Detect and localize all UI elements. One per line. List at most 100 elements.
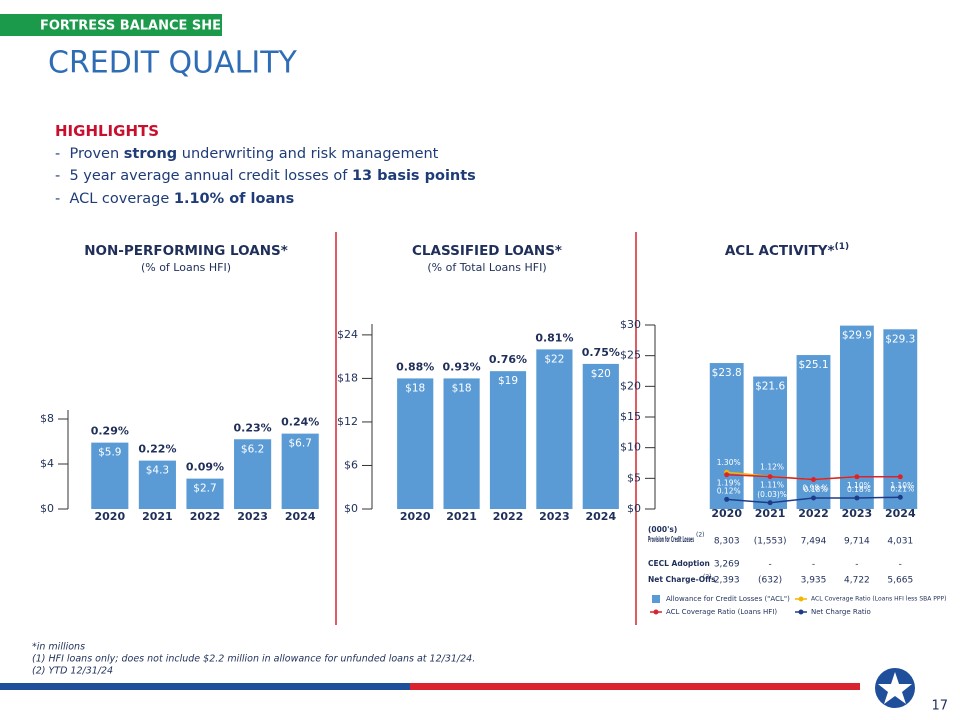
x-tick-label: 2021 [755,507,786,520]
footnote: *in millions [32,642,85,653]
y-tick-label: $30 [620,318,641,331]
y-tick-label: $10 [620,441,641,454]
stripe [410,683,860,690]
bar [753,376,788,509]
chart-title: CLASSIFIED LOANS* [412,243,562,259]
line-value-label: 0.18% [804,485,828,494]
bar [489,371,527,509]
bar-value-label: $23.8 [712,367,742,379]
logo-star [878,672,912,704]
line-value-label: 1.19% [717,479,741,488]
highlight-text: - ACL coverage [55,190,174,207]
table-cell: - [855,560,858,570]
table-cell: - [899,560,902,570]
y-tick-label: $6 [344,458,358,471]
chart-title-note: (1) [835,242,850,252]
line-value-label: 1.30% [717,458,741,467]
line-value-label: 0.21% [890,484,914,493]
ratio-label: 0.24% [281,416,319,429]
table-cell: 7,494 [801,537,827,547]
highlight-text: 1.10% of loans [173,190,295,207]
ratio-label: 0.09% [186,461,224,474]
bar-value-label: $2.7 [193,483,216,495]
ratio-label: 0.88% [396,360,434,373]
y-tick-label: $4 [40,457,54,470]
y-tick-label: $18 [337,371,358,384]
line-point [897,494,903,500]
bar-value-label: $4.3 [146,465,169,477]
bar [234,439,272,509]
row-label: Provision for Credit Losses [648,535,694,544]
legend-label: Allowance for Credit Losses ("ACL") [666,595,790,603]
line-value-label: (0.03)% [757,490,787,499]
legend-label: Net Charge Ratio [811,608,871,616]
row-note: (2) [703,574,712,581]
x-tick-label: 2022 [798,507,829,520]
line-point [854,495,860,501]
bar [138,460,176,509]
header-tag: FORTRESS BALANCE SHEET [40,19,239,34]
table-cell: 9,714 [844,537,870,547]
ratio-label: 0.81% [535,331,573,344]
row-note: (2) [696,532,705,539]
y-tick-label: $0 [627,502,641,515]
highlight-item: - 5 year average annual credit losses of… [55,165,476,188]
line-point [724,496,730,502]
bar [91,442,129,509]
line-value-label: 1.12% [760,462,784,471]
table-cell: 3,269 [714,560,740,570]
highlight-text: 13 basis points [351,168,476,184]
table-cell: 5,665 [887,576,913,586]
line-point [811,495,816,501]
line-point [811,477,816,483]
table-cell: 3,935 [801,576,827,586]
ratio-label: 0.29% [91,425,129,438]
legend-swatch [653,609,659,615]
line-value-label: 0.18% [847,485,871,494]
y-tick-label: $24 [337,328,358,341]
stripe [0,683,410,690]
ratio-label: 0.23% [234,421,272,434]
bar [709,363,744,509]
legend-label: ACL Coverage Ratio (Loans HFI) [666,608,777,616]
highlight-text: strong [123,145,178,162]
table-cell: 2,393 [714,576,740,586]
slide-title: CREDIT QUALITY [48,46,298,81]
x-tick-label: 2023 [539,510,570,523]
bar [281,433,319,509]
x-tick-label: 2021 [142,510,173,523]
line-point [897,474,903,480]
bar [536,349,573,509]
legend-swatch [652,595,660,603]
x-tick-label: 2021 [446,510,477,523]
line-value-label: 1.11% [760,481,784,490]
bar [582,363,619,509]
legend-label: ACL Coverage Ratio (Loans HFI less SBA P… [811,596,946,603]
chart-title-text: ACL ACTIVITY* [725,243,835,259]
table-cell: - [768,560,771,570]
x-tick-label: 2023 [237,510,268,523]
ratio-label: 0.75% [582,346,620,359]
x-tick-label: 2022 [493,510,524,523]
y-tick-label: $12 [337,415,358,428]
y-tick-label: $25 [620,349,641,362]
line-point [854,474,860,480]
y-tick-label: $15 [620,410,641,423]
bar [443,378,480,509]
highlight-text: - Proven [55,145,124,162]
bar-value-label: $19 [498,375,518,387]
chart-subtitle: (% of Loans HFI) [141,261,231,274]
ratio-label: 0.93% [443,360,481,373]
header-tag-bg [0,14,222,36]
footnote: (2) YTD 12/31/24 [32,666,113,677]
y-tick-label: $8 [40,412,54,425]
highlights-heading: HIGHLIGHTS [55,122,160,140]
bar-value-label: $18 [452,382,472,394]
table-cell: 4,031 [887,537,913,547]
table-cell: 4,722 [844,576,870,586]
highlight-item: - Proven strong underwriting and risk ma… [55,143,476,166]
x-tick-label: 2024 [285,510,316,523]
table-cell: (632) [758,576,782,586]
x-tick-label: 2024 [885,507,916,520]
